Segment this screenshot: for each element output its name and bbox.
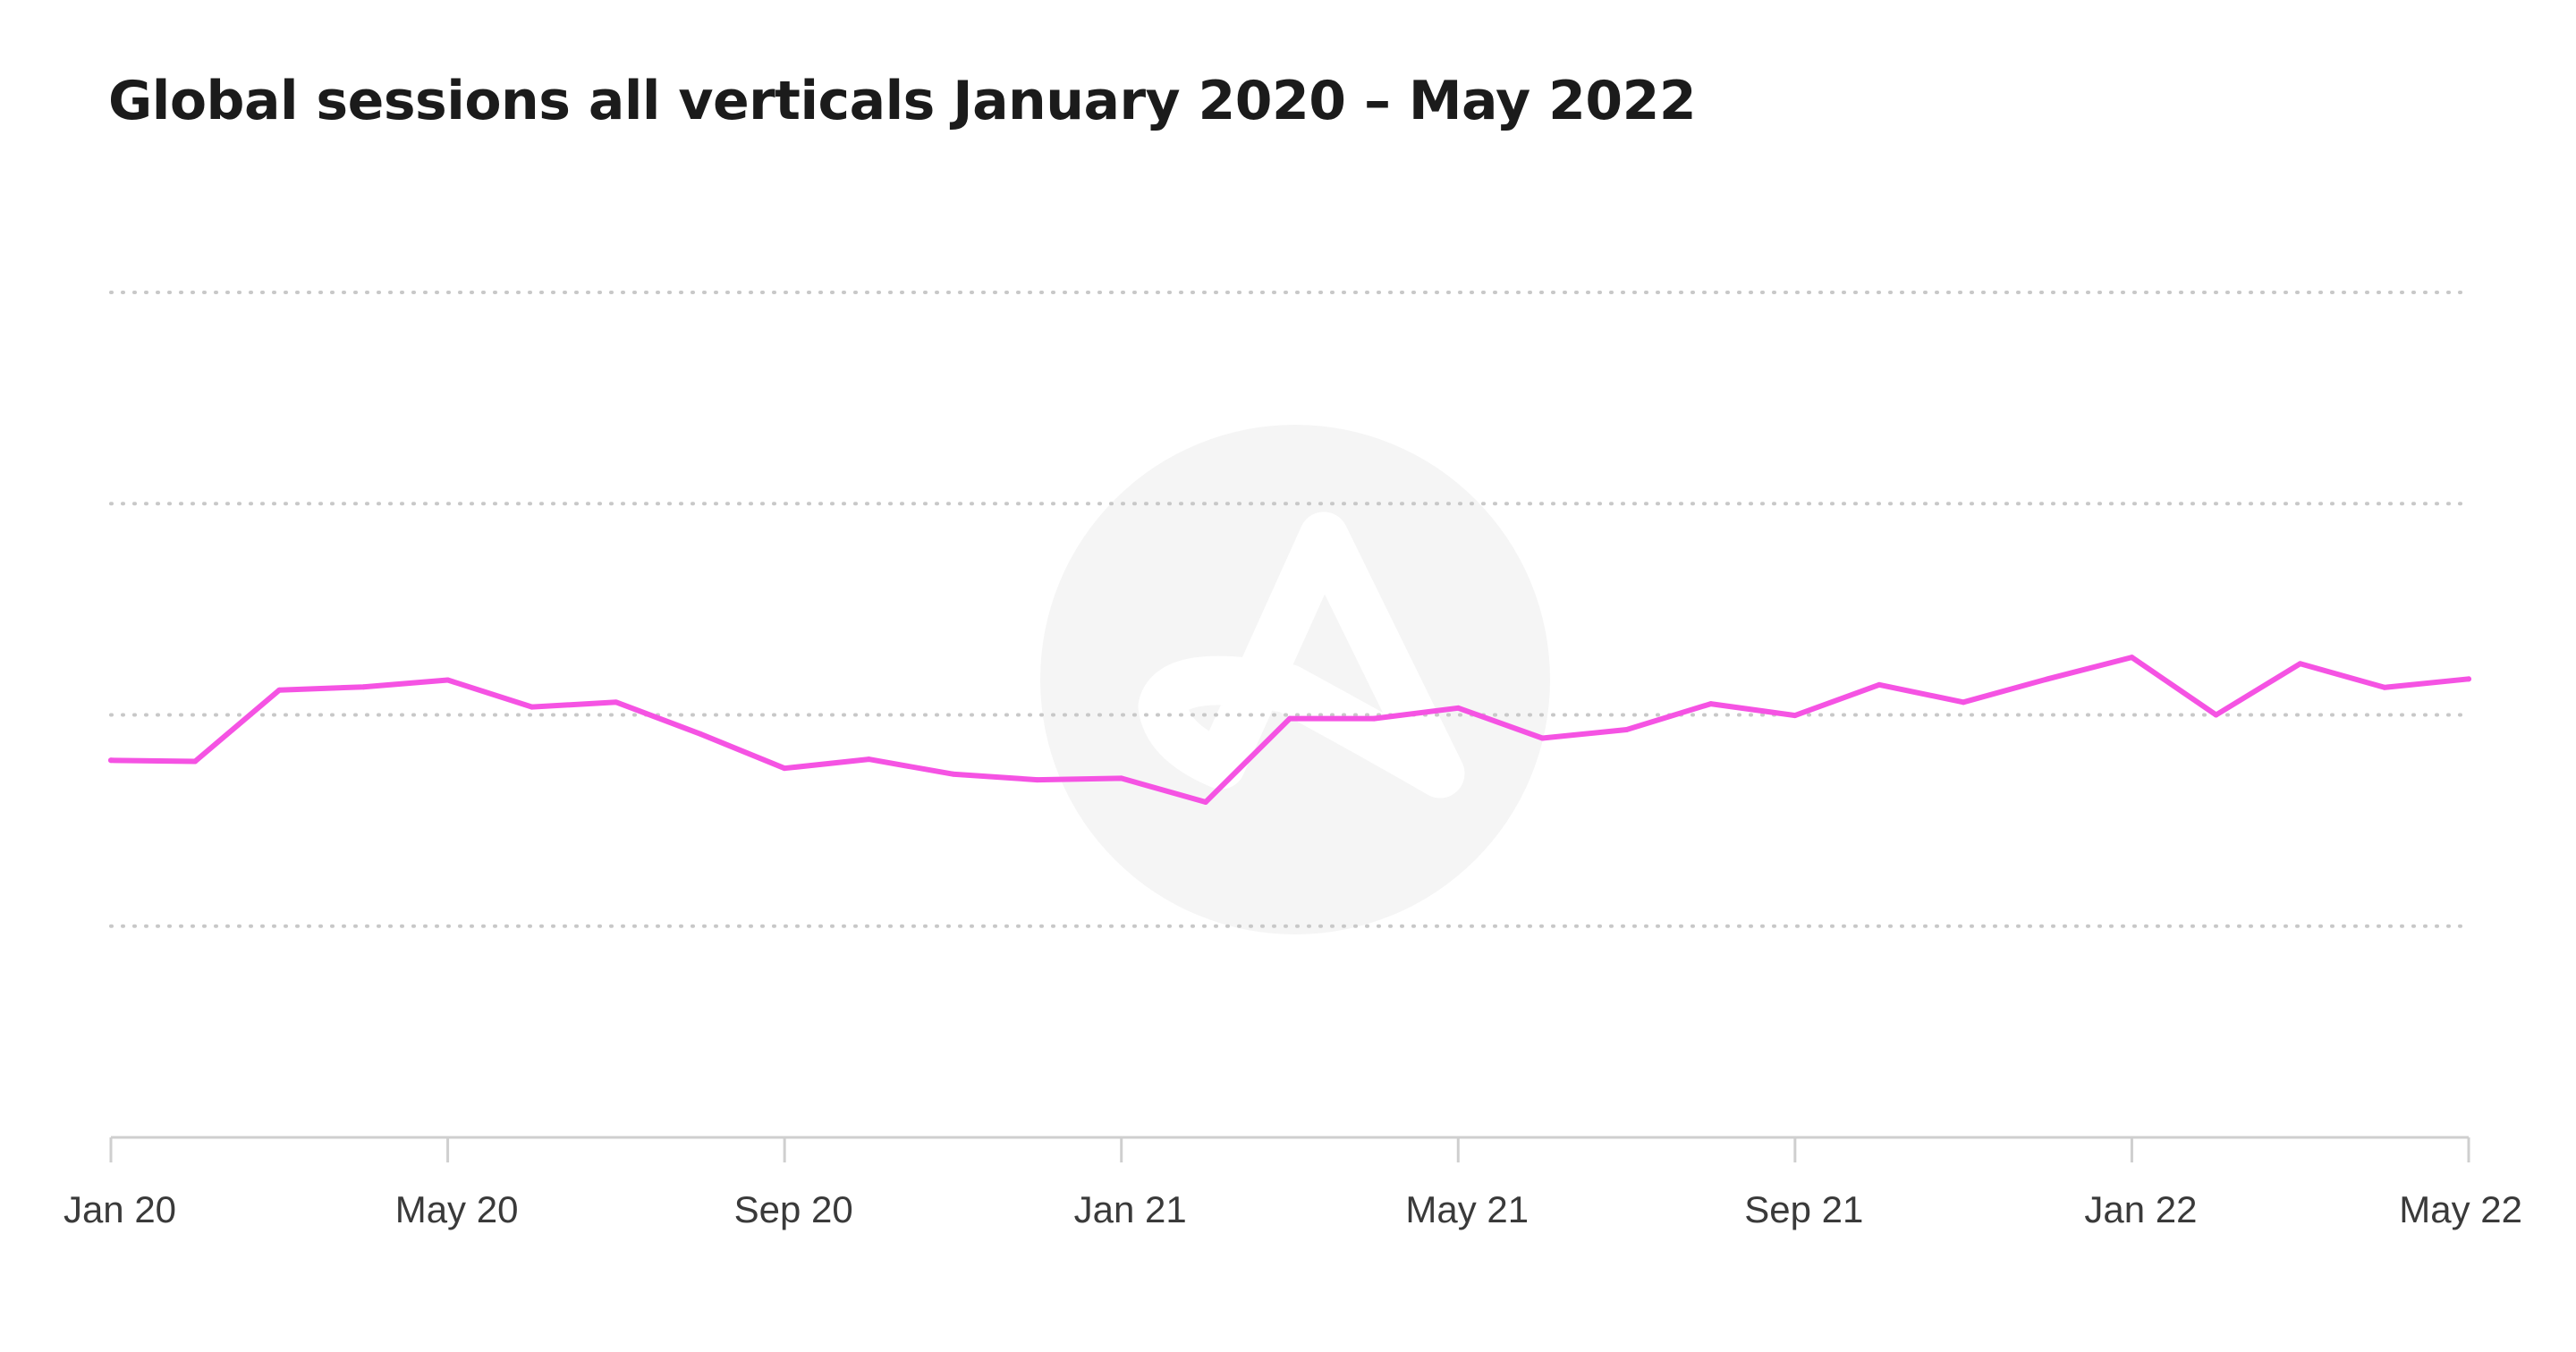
- data-point: [782, 765, 788, 772]
- data-point: [445, 677, 451, 683]
- data-point: [1961, 699, 1967, 706]
- data-point: [1792, 713, 1798, 719]
- data-point: [1707, 701, 1714, 707]
- x-tick-label: May 22: [2399, 1188, 2522, 1230]
- data-point: [2045, 676, 2051, 682]
- data-point: [108, 757, 114, 764]
- data-point: [2381, 684, 2387, 690]
- x-tick-label: Jan 20: [64, 1188, 176, 1230]
- data-point: [2297, 661, 2303, 667]
- data-point: [276, 687, 283, 693]
- data-point: [1118, 775, 1124, 782]
- x-tick-label: May 20: [395, 1188, 519, 1230]
- x-axis: Jan 20 May 20 Sep 20 Jan 21 May 21 Sep 21 Jan …: [64, 1136, 2522, 1230]
- x-tick-label: Sep 20: [734, 1188, 853, 1230]
- data-point: [192, 758, 199, 765]
- data-point: [613, 699, 619, 706]
- data-point: [1539, 735, 1546, 741]
- data-point: [2129, 655, 2135, 661]
- x-tick-label: Jan 22: [2084, 1188, 2197, 1230]
- data-point: [866, 756, 872, 763]
- data-point: [360, 684, 367, 690]
- chart-title: Global sessions all verticals January 20…: [108, 70, 1697, 132]
- data-point: [698, 731, 703, 737]
- data-point: [2466, 676, 2471, 682]
- brand-logo-icon: [1040, 425, 1550, 934]
- data-point: [1034, 777, 1040, 783]
- gridlines: [109, 291, 2470, 928]
- data-point: [1287, 715, 1292, 722]
- x-tick-label: Jan 21: [1074, 1188, 1187, 1230]
- data-points: [108, 655, 2471, 805]
- data-point: [529, 704, 535, 710]
- data-point: [1455, 705, 1462, 711]
- x-tick-label: Sep 21: [1744, 1188, 1863, 1230]
- x-tick-label: May 21: [1405, 1188, 1529, 1230]
- data-point: [1202, 799, 1208, 805]
- data-point: [1877, 681, 1882, 688]
- data-point: [1371, 715, 1377, 722]
- data-point: [1623, 727, 1630, 733]
- data-point: [2213, 712, 2219, 718]
- data-point: [950, 771, 956, 777]
